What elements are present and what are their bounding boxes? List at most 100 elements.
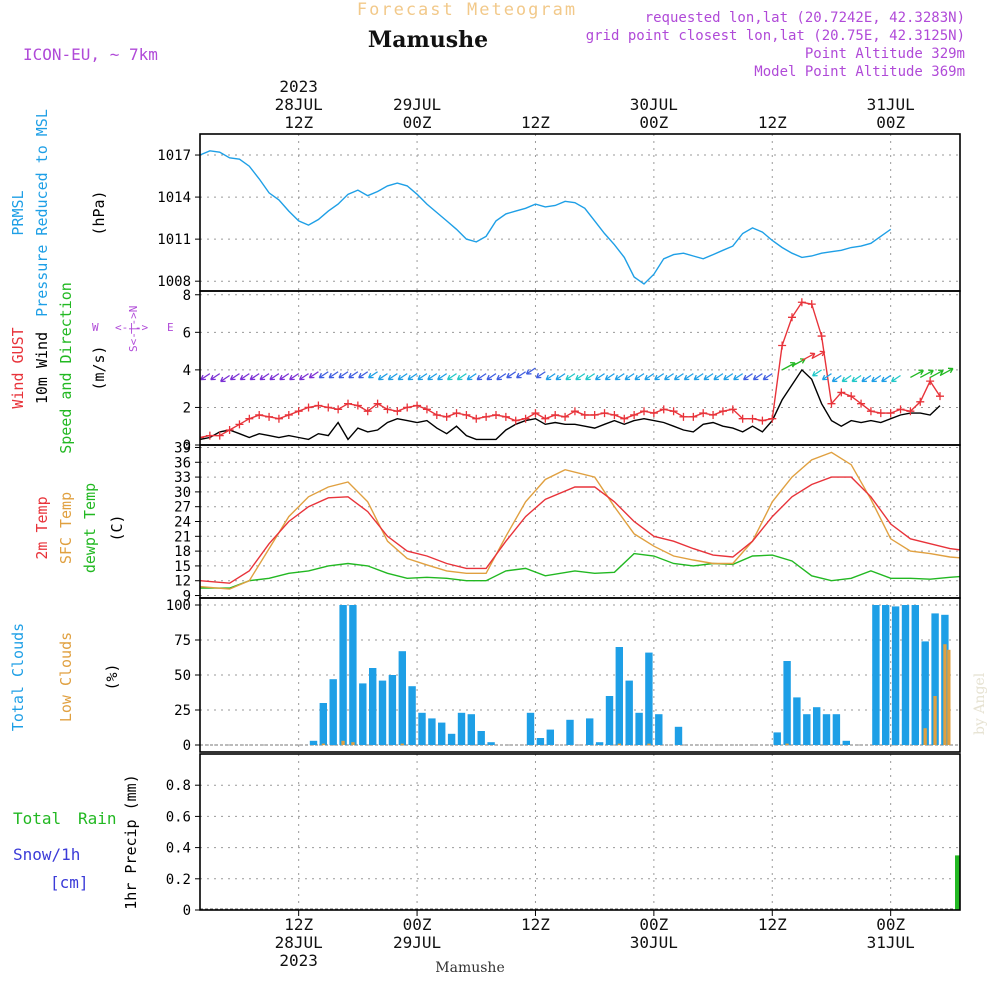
wind-direction-arrow — [446, 373, 457, 381]
wind-direction-arrow — [466, 373, 477, 381]
wind-gust-marker — [521, 414, 530, 423]
top-time-label: 12Z — [284, 113, 313, 132]
wind-gust-marker — [847, 392, 856, 401]
bottom-time-label: 28JUL — [275, 933, 323, 952]
wind-direction-arrow — [516, 371, 526, 379]
wind-gust-marker — [462, 410, 471, 419]
total-cloud-bar — [359, 683, 367, 745]
pressure-side-label: Pressure Reduced to MSL — [33, 109, 51, 317]
wind-direction-arrow — [664, 373, 674, 381]
precip-axis-label: 1hr Precip (mm) — [122, 774, 140, 909]
wind-direction-arrow — [881, 374, 892, 383]
wind-gust-marker — [699, 409, 708, 418]
surface-temp-line — [200, 451, 960, 590]
wind-direction-arrow — [318, 371, 329, 379]
compass-west: W — [92, 321, 99, 334]
wind-direction-arrow — [713, 373, 724, 381]
wind-direction-arrow — [575, 373, 586, 381]
wind-direction-arrow — [456, 373, 467, 381]
wind-direction-arrow — [368, 371, 378, 379]
bottom-time-label: 30JUL — [630, 933, 678, 952]
temperature-side-label: (C) — [108, 514, 126, 541]
total-cloud-bar — [793, 697, 801, 745]
credit-watermark: by Angel — [972, 672, 988, 735]
wind-gust-marker — [788, 313, 796, 322]
point-altitude: Point Altitude 329m — [805, 46, 965, 62]
footer-location: Mamushe — [435, 960, 504, 976]
temperature-ytick-label: 15 — [174, 559, 191, 575]
clouds-ytick-label: 25 — [174, 703, 191, 719]
compass-vertical-arrows: S<-|->N — [127, 306, 140, 352]
clouds-ytick-label: 50 — [174, 668, 191, 684]
wind-direction-arrow — [851, 374, 862, 383]
top-time-label: 00Z — [876, 113, 905, 132]
wind-gust-marker — [936, 392, 944, 401]
wind-direction-arrow — [239, 373, 250, 381]
wind-direction-arrow — [210, 373, 221, 381]
wind-direction-arrow — [200, 375, 201, 377]
model-altitude: Model Point Altitude 369m — [754, 64, 965, 80]
wind-direction-arrow — [427, 373, 438, 381]
wind-direction-arrow — [604, 373, 615, 381]
wind-side-label: Speed and Direction — [57, 282, 75, 454]
wind-direction-arrow — [525, 367, 536, 375]
wind-gust-marker — [679, 412, 688, 421]
wind-direction-arrow — [910, 369, 924, 378]
wind-direction-arrow — [437, 373, 448, 381]
temperature-side-label: dewpt Temp — [81, 483, 99, 573]
wind-direction-arrow — [733, 373, 744, 381]
wind-gust-marker — [768, 414, 777, 423]
wind-gust-marker — [926, 377, 935, 386]
wind-gust-marker — [422, 405, 431, 414]
two-meter-temp-line — [200, 476, 960, 584]
total-cloud-bar — [615, 647, 623, 745]
wind-gust-marker — [294, 407, 303, 416]
wind-gust-marker — [373, 399, 382, 408]
wind-ytick-label: 6 — [183, 325, 191, 341]
total-cloud-bar — [645, 652, 653, 745]
bottom-time-label: 00Z — [639, 915, 668, 934]
wind-direction-arrow — [476, 373, 487, 381]
temperature-side-label: 2m Temp — [33, 496, 51, 559]
precip-ytick-label: 0 — [183, 903, 191, 919]
wind-gust-marker — [610, 410, 619, 419]
wind-gust-marker — [689, 412, 698, 421]
low-cloud-bar — [351, 742, 355, 745]
total-cloud-bar — [319, 703, 327, 745]
wind-ytick-label: 4 — [183, 363, 191, 379]
wind-direction-arrow — [742, 373, 753, 381]
pressure-side-label: PRMSL — [9, 190, 27, 235]
wind-gust-marker — [649, 409, 658, 418]
precip-frame — [199, 753, 961, 911]
temperature-ytick-label: 21 — [174, 529, 191, 545]
wind-gust-marker — [324, 403, 333, 412]
wind-direction-arrow — [811, 350, 826, 360]
total-cloud-bar — [586, 718, 594, 745]
wind-direction-arrow — [673, 373, 684, 381]
wind-gust-marker — [876, 409, 885, 418]
wind-gust-marker — [778, 341, 787, 350]
wind-gust-marker — [738, 414, 747, 423]
temperature-ytick-label: 18 — [174, 544, 191, 560]
total-cloud-bar — [457, 712, 466, 745]
wind-speed-line — [200, 368, 941, 441]
low-cloud-bar — [617, 743, 621, 746]
wind-direction-arrow — [387, 373, 398, 381]
temperature-ytick-label: 39 — [174, 440, 191, 456]
total-cloud-bar — [369, 668, 377, 745]
low-cloud-bar — [400, 743, 404, 746]
wind-direction-arrow — [929, 369, 944, 378]
low-cloud-bar — [341, 740, 345, 745]
total-cloud-bar — [921, 641, 929, 745]
total-cloud-bar — [447, 733, 456, 745]
total-cloud-bar — [339, 605, 347, 745]
wind-direction-arrow — [585, 373, 596, 381]
total-cloud-bar — [487, 742, 495, 745]
temperature-side-label: SFC Temp — [57, 492, 75, 564]
precip-unit-label: [cm] — [50, 873, 89, 892]
wind-gust-marker — [413, 401, 422, 410]
top-time-label: 28JUL — [275, 95, 323, 114]
temperature-ytick-label: 9 — [183, 589, 191, 605]
wind-direction-arrow — [259, 373, 270, 381]
top-time-label: 00Z — [639, 113, 668, 132]
